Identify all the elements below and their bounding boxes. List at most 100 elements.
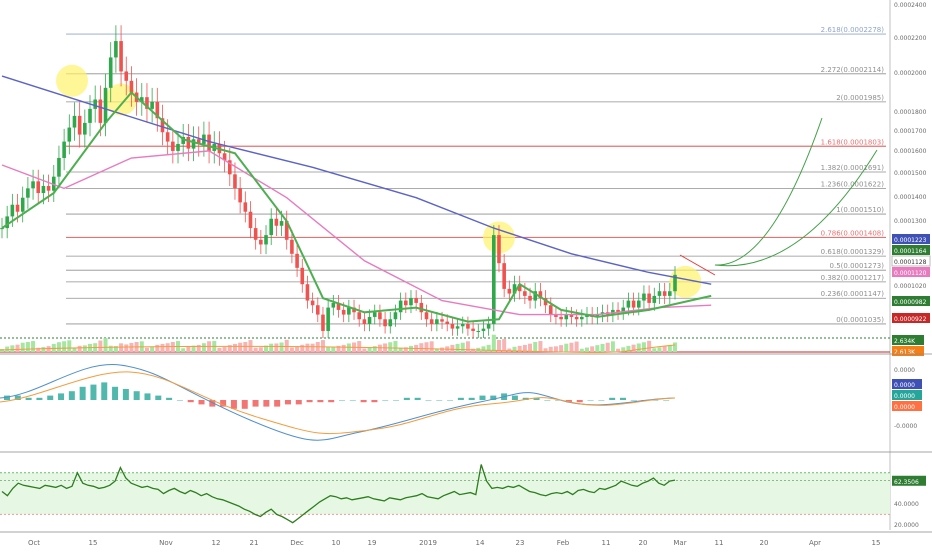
candle-body: [222, 153, 227, 161]
macd-tag: [892, 379, 922, 389]
candle-body: [5, 216, 9, 229]
candle-body: [305, 284, 310, 301]
x-axis-tick: Apr: [809, 539, 821, 547]
macd-histogram-bar: [436, 400, 443, 401]
macd-histogram-bar: [36, 397, 43, 400]
candle-body: [196, 139, 201, 144]
volume-bar: [440, 347, 445, 352]
macd-histogram-bar: [187, 400, 194, 403]
volume-bar: [258, 347, 263, 352]
x-axis-tick: 14: [476, 539, 485, 547]
price-tag-label: 0.0001164: [894, 248, 927, 255]
candle-body: [481, 328, 486, 331]
macd-histogram-bar: [360, 400, 367, 403]
candle-body: [367, 316, 372, 324]
volume-bar: [305, 343, 310, 352]
macd-histogram-bar: [263, 400, 270, 407]
candle-body: [46, 186, 51, 191]
candle-body: [191, 139, 196, 149]
macd-histogram-bar: [90, 384, 97, 400]
candle-body: [253, 228, 258, 240]
candle-body: [378, 312, 382, 320]
volume-bar: [403, 347, 408, 352]
candle-body: [207, 134, 211, 151]
volume-bar: [616, 348, 621, 352]
volume-tag: [892, 346, 924, 356]
macd-histogram-bar: [663, 400, 670, 401]
candle-body: [274, 218, 279, 226]
volume-bar: [393, 341, 398, 352]
candle-body: [145, 97, 149, 109]
candle-body: [409, 298, 413, 306]
candle-body: [455, 326, 460, 329]
volume-tag-label: 2.634K: [894, 338, 916, 345]
macd-histogram-bar: [176, 400, 183, 401]
candle-body: [93, 99, 97, 109]
macd-histogram-bar: [511, 395, 518, 400]
x-axis-tick: 20: [639, 539, 648, 547]
macd-histogram-bar: [112, 386, 119, 400]
candle-body: [57, 157, 61, 177]
candle-body: [26, 188, 30, 198]
macd-histogram-bar: [479, 395, 486, 400]
candle-body: [626, 300, 631, 308]
volume-bar: [631, 344, 636, 352]
candle-body: [652, 295, 657, 303]
macd-tag: [892, 401, 922, 411]
price-tag: [891, 255, 931, 267]
price-axis-tick: 0.0001600: [894, 148, 927, 155]
candle-body: [310, 300, 315, 306]
candle-body: [580, 316, 584, 320]
candle-body: [631, 300, 636, 308]
volume-bar: [419, 343, 424, 352]
candle-body: [512, 284, 517, 294]
volume-bar: [600, 343, 605, 352]
volume-bar: [564, 343, 569, 352]
candle-body: [507, 288, 512, 294]
projection-arrow-red: [679, 254, 716, 276]
price-axis-tick: 0.0001800: [894, 109, 927, 116]
candle-body: [119, 41, 123, 72]
macd-histogram-bar: [166, 397, 173, 400]
candle-body: [414, 298, 418, 303]
candle-body: [647, 293, 651, 303]
candle-body: [248, 211, 253, 229]
macd-histogram-bar: [241, 400, 248, 409]
macd-tag-label: 0.0000: [894, 393, 915, 400]
volume-bar: [222, 347, 227, 352]
fib-level-label: 1.382(0.0001691): [821, 164, 885, 172]
candle-body: [574, 316, 579, 320]
volume-bar: [372, 346, 377, 352]
volume-bar: [512, 346, 517, 352]
macd-tag-label: 0.0000: [894, 404, 915, 411]
candle-body: [62, 141, 66, 158]
x-axis-tick: Feb: [557, 539, 570, 547]
volume-bar: [502, 339, 507, 352]
volume-bar: [56, 342, 61, 352]
volume-bar: [553, 346, 558, 352]
macd-histogram-bar: [609, 397, 616, 400]
volume-bar: [201, 343, 206, 352]
volume-bar: [269, 343, 274, 352]
volume-bar: [62, 341, 67, 352]
candle-body: [497, 235, 501, 264]
fib-level-label: 2(0.0001985): [836, 94, 884, 102]
volume-bar: [636, 343, 641, 352]
volume-bar: [357, 341, 362, 352]
x-axis-tick: 23: [516, 539, 525, 547]
candle-body: [517, 284, 522, 292]
volume-bar: [243, 342, 248, 352]
volume-bar: [522, 344, 527, 352]
candle-body: [538, 291, 543, 299]
volume-bar: [610, 341, 615, 352]
candle-body: [124, 71, 129, 81]
macd-histogram-bar: [122, 389, 129, 400]
volume-bar: [41, 347, 46, 352]
volume-bar: [217, 348, 222, 352]
volume-bar: [662, 346, 667, 352]
volume-bar: [559, 345, 564, 352]
volume-bar: [284, 339, 289, 352]
x-axis-tick: Mar: [673, 539, 686, 547]
